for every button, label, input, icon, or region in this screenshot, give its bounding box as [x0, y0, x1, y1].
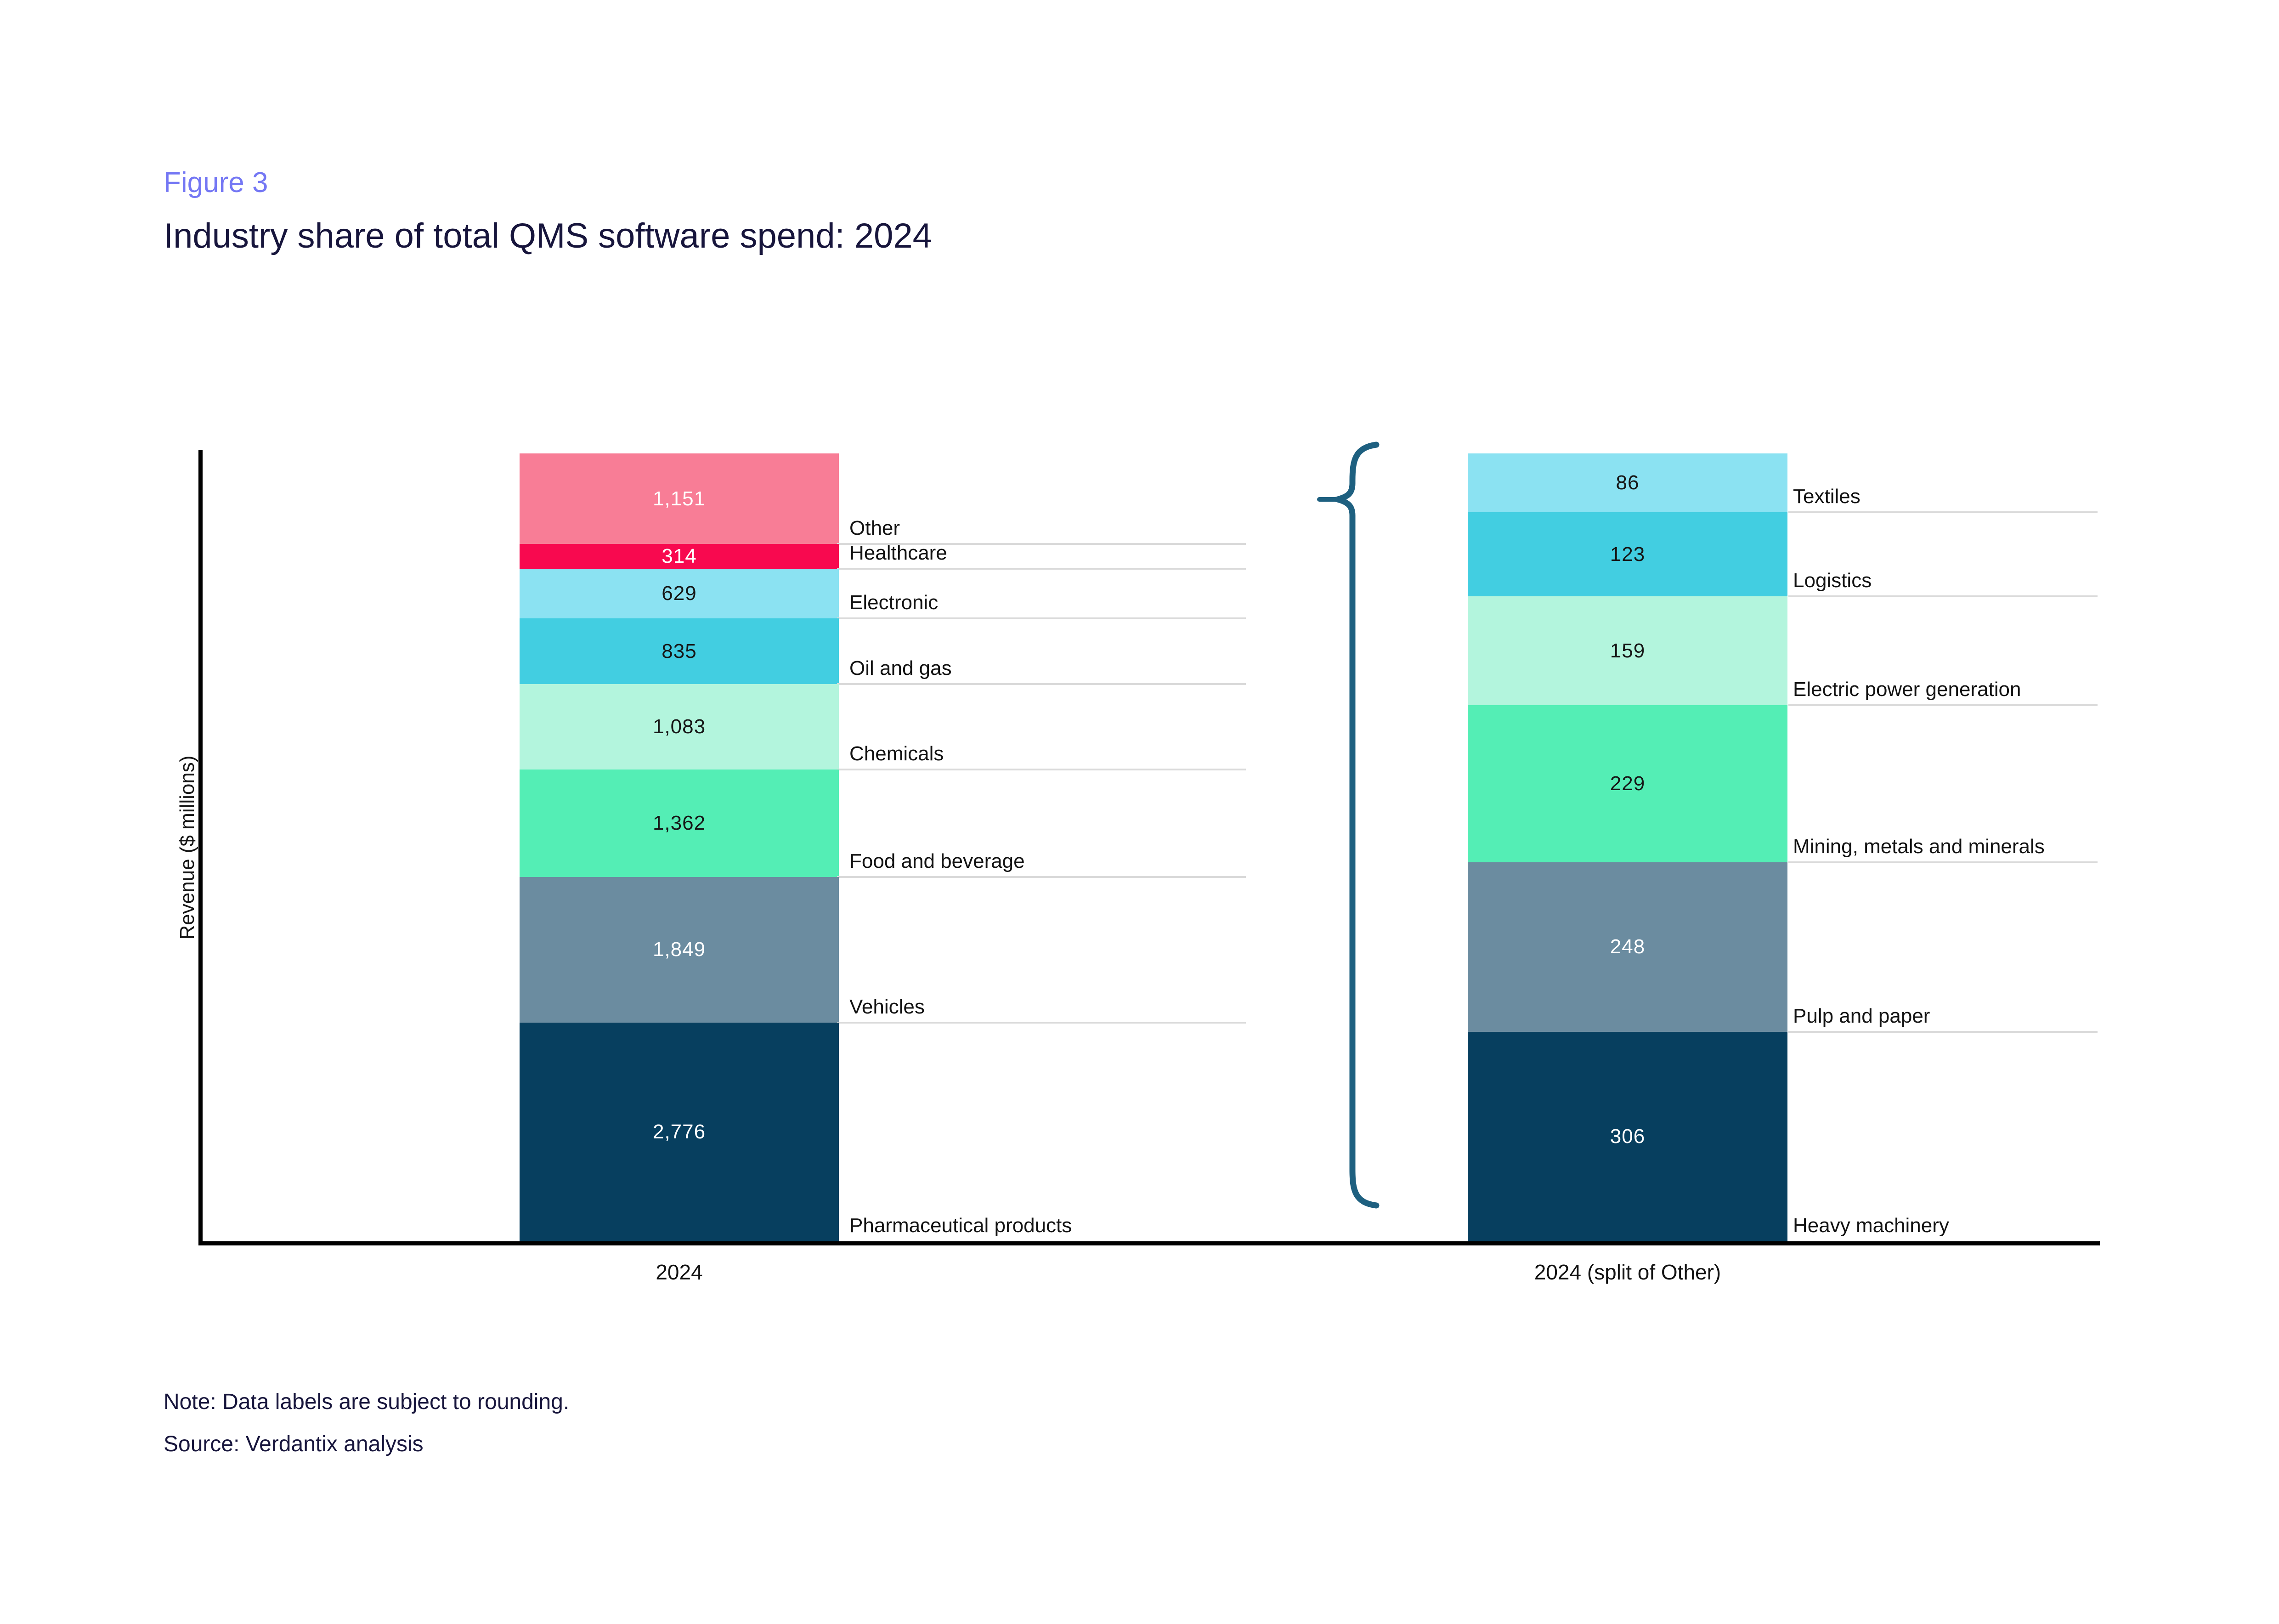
segment-value-electronic: 629 [662, 582, 697, 605]
segment-value-heavy-machinery: 306 [1610, 1125, 1646, 1148]
bar-segment-electronic: 629 [520, 569, 839, 619]
bar-segment-electric-power-generation: 159 [1468, 596, 1787, 706]
bar-segment-healthcare: 314 [520, 544, 839, 569]
category-label-mining-metals-and-minerals: Mining, metals and minerals [1793, 835, 2045, 858]
bar-segment-textiles: 86 [1468, 453, 1787, 513]
category-label-heavy-machinery: Heavy machinery [1793, 1214, 1949, 1237]
segment-value-food-and-beverage: 1,362 [652, 811, 706, 834]
category-label-pharmaceutical-products: Pharmaceutical products [849, 1214, 1072, 1237]
category-label-logistics: Logistics [1793, 569, 1872, 592]
bar-segment-pulp-and-paper: 248 [1468, 862, 1787, 1032]
category-label-textiles: Textiles [1793, 485, 1861, 508]
category-line-electronic [837, 617, 1246, 620]
bar-segment-oil-and-gas: 835 [520, 618, 839, 685]
source-text: Source: Verdantix analysis [164, 1432, 424, 1456]
segment-value-mining-metals-and-minerals: 229 [1610, 772, 1646, 795]
x-tick-2024: 2024 [656, 1260, 703, 1284]
bar-segment-vehicles: 1,849 [520, 877, 839, 1023]
figure-title: Industry share of total QMS software spe… [164, 216, 932, 255]
category-label-food-and-beverage: Food and beverage [849, 849, 1025, 872]
brace-path [1326, 441, 1380, 1209]
segment-value-logistics: 123 [1610, 543, 1646, 566]
segment-value-other: 1,151 [652, 487, 706, 510]
bar-segment-food-and-beverage: 1,362 [520, 770, 839, 877]
category-label-vehicles: Vehicles [849, 995, 925, 1018]
category-line-electric-power-generation [1788, 704, 2098, 707]
category-label-healthcare: Healthcare [849, 542, 947, 565]
category-line-oil-and-gas [837, 683, 1246, 685]
bar-segment-chemicals: 1,083 [520, 684, 839, 770]
category-line-other [837, 543, 1246, 545]
category-label-electronic: Electronic [849, 591, 939, 614]
x-axis-line [198, 1241, 2100, 1245]
segment-value-electric-power-generation: 159 [1610, 639, 1646, 662]
segment-value-textiles: 86 [1616, 471, 1640, 494]
category-line-textiles [1788, 511, 2098, 514]
category-label-oil-and-gas: Oil and gas [849, 657, 952, 680]
segment-value-chemicals: 1,083 [652, 715, 706, 738]
bar-segment-mining-metals-and-minerals: 229 [1468, 705, 1787, 862]
category-label-electric-power-generation: Electric power generation [1793, 678, 2021, 701]
bar-segment-logistics: 123 [1468, 512, 1787, 597]
category-label-chemicals: Chemicals [849, 742, 944, 765]
category-label-other: Other [849, 517, 900, 540]
category-line-mining-metals-and-minerals [1788, 861, 2098, 863]
category-line-vehicles [837, 1021, 1246, 1024]
figure-number: Figure 3 [164, 167, 268, 198]
category-line-pulp-and-paper [1788, 1031, 2098, 1033]
note-text: Note: Data labels are subject to roundin… [164, 1390, 570, 1414]
bar-segment-other: 1,151 [520, 453, 839, 544]
segment-value-vehicles: 1,849 [652, 938, 706, 961]
bar-segment-heavy-machinery: 306 [1468, 1032, 1787, 1241]
x-tick-2024-split-of-other: 2024 (split of Other) [1534, 1260, 1721, 1284]
category-line-healthcare [837, 568, 1246, 570]
bar-segment-pharmaceutical-products: 2,776 [520, 1022, 839, 1241]
category-line-logistics [1788, 595, 2098, 598]
footnotes: Note: Data labels are subject to roundin… [164, 1381, 569, 1466]
segment-value-healthcare: 314 [662, 545, 697, 568]
category-label-pulp-and-paper: Pulp and paper [1793, 1005, 1930, 1028]
category-line-chemicals [837, 769, 1246, 771]
segment-value-pharmaceutical-products: 2,776 [652, 1120, 706, 1143]
segment-value-oil-and-gas: 835 [662, 639, 697, 662]
y-axis-line [198, 450, 203, 1245]
segment-value-pulp-and-paper: 248 [1610, 935, 1646, 958]
category-line-food-and-beverage [837, 876, 1246, 878]
